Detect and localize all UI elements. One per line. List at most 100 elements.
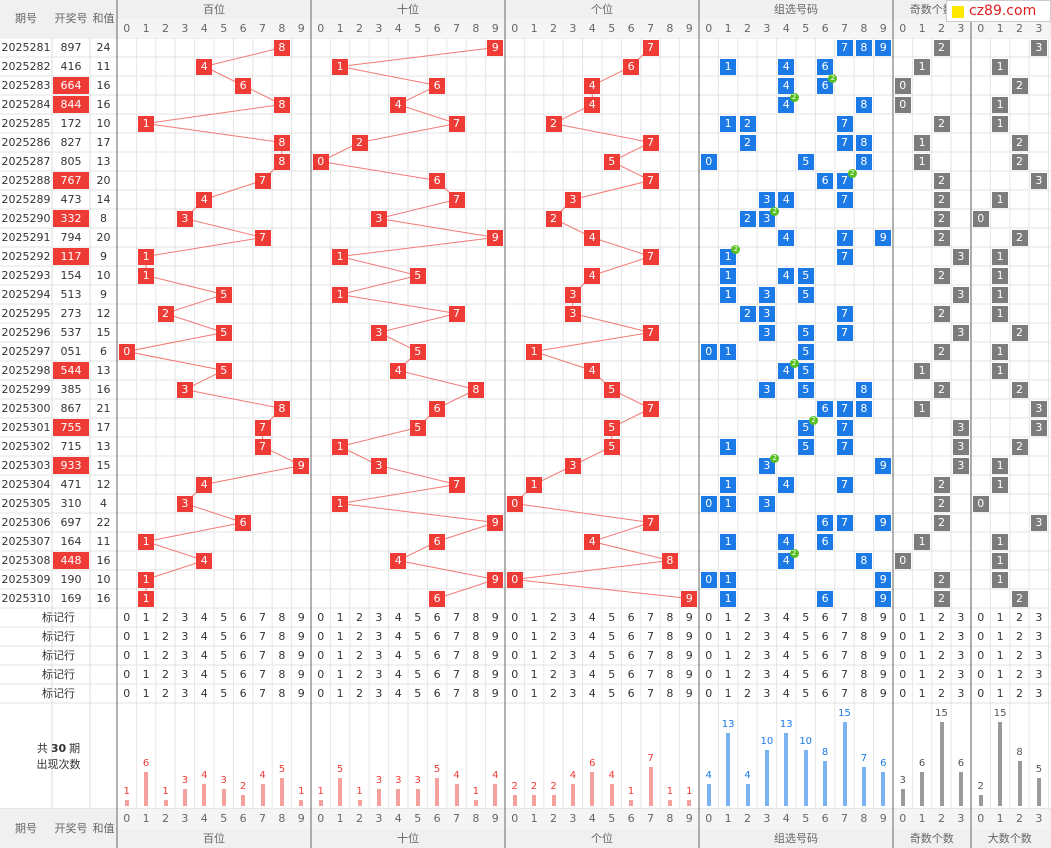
- mark-cell[interactable]: 4: [588, 630, 596, 643]
- mark-cell[interactable]: 3: [181, 668, 189, 681]
- mark-cell[interactable]: 4: [200, 687, 208, 700]
- mark-cell[interactable]: 6: [239, 630, 247, 643]
- mark-cell[interactable]: 6: [239, 611, 247, 624]
- mark-cell[interactable]: 8: [472, 668, 480, 681]
- mark-cell[interactable]: 3: [181, 630, 189, 643]
- mark-cell[interactable]: 8: [666, 611, 674, 624]
- mark-cell[interactable]: 5: [414, 687, 422, 700]
- mark-cell[interactable]: 1: [336, 611, 344, 624]
- mark-row-label[interactable]: 标记行: [42, 649, 75, 662]
- mark-cell[interactable]: 4: [394, 649, 402, 662]
- mark-cell[interactable]: 1: [530, 649, 538, 662]
- mark-cell[interactable]: 1: [142, 630, 150, 643]
- mark-cell[interactable]: 9: [297, 649, 305, 662]
- mark-cell[interactable]: 2: [549, 668, 557, 681]
- mark-cell[interactable]: 4: [200, 668, 208, 681]
- mark-cell[interactable]: 0: [511, 649, 519, 662]
- mark-cell[interactable]: 1: [336, 668, 344, 681]
- mark-cell[interactable]: 8: [666, 668, 674, 681]
- mark-cell[interactable]: 8: [278, 630, 286, 643]
- mark-cell[interactable]: 1: [724, 611, 732, 624]
- mark-cell[interactable]: 2: [355, 687, 363, 700]
- mark-cell[interactable]: 1: [918, 649, 926, 662]
- mark-cell[interactable]: 5: [802, 668, 810, 681]
- mark-row-label[interactable]: 标记行: [42, 668, 75, 681]
- mark-cell[interactable]: 1: [724, 649, 732, 662]
- mark-cell[interactable]: 8: [472, 687, 480, 700]
- mark-cell[interactable]: 5: [608, 668, 616, 681]
- mark-cell[interactable]: 5: [608, 649, 616, 662]
- mark-cell[interactable]: 4: [200, 611, 208, 624]
- mark-cell[interactable]: 5: [220, 649, 228, 662]
- mark-cell[interactable]: 5: [802, 611, 810, 624]
- mark-cell[interactable]: 6: [433, 649, 441, 662]
- mark-cell[interactable]: 2: [161, 687, 169, 700]
- mark-cell[interactable]: 8: [860, 687, 868, 700]
- mark-cell[interactable]: 3: [1035, 649, 1043, 662]
- mark-cell[interactable]: 0: [317, 630, 325, 643]
- mark-cell[interactable]: 0: [511, 687, 519, 700]
- mark-cell[interactable]: 4: [394, 687, 402, 700]
- mark-cell[interactable]: 3: [957, 630, 965, 643]
- mark-cell[interactable]: 0: [317, 611, 325, 624]
- mark-cell[interactable]: 0: [899, 668, 907, 681]
- mark-cell[interactable]: 2: [743, 668, 751, 681]
- mark-cell[interactable]: 6: [821, 630, 829, 643]
- mark-cell[interactable]: 4: [200, 649, 208, 662]
- mark-cell[interactable]: 6: [239, 668, 247, 681]
- mark-cell[interactable]: 0: [705, 649, 713, 662]
- mark-cell[interactable]: 9: [879, 611, 887, 624]
- mark-cell[interactable]: 7: [452, 687, 460, 700]
- mark-cell[interactable]: 4: [782, 649, 790, 662]
- mark-cell[interactable]: 7: [452, 611, 460, 624]
- mark-cell[interactable]: 3: [569, 668, 577, 681]
- mark-cell[interactable]: 2: [161, 668, 169, 681]
- mark-cell[interactable]: 1: [996, 611, 1004, 624]
- mark-cell[interactable]: 3: [763, 611, 771, 624]
- mark-cell[interactable]: 3: [375, 668, 383, 681]
- mark-cell[interactable]: 5: [414, 649, 422, 662]
- mark-cell[interactable]: 7: [452, 649, 460, 662]
- mark-cell[interactable]: 3: [1035, 668, 1043, 681]
- mark-cell[interactable]: 2: [743, 649, 751, 662]
- mark-cell[interactable]: 5: [220, 687, 228, 700]
- mark-cell[interactable]: 5: [608, 687, 616, 700]
- mark-cell[interactable]: 0: [977, 611, 985, 624]
- mark-cell[interactable]: 7: [258, 668, 266, 681]
- mark-cell[interactable]: 8: [860, 668, 868, 681]
- mark-cell[interactable]: 2: [549, 611, 557, 624]
- mark-cell[interactable]: 9: [685, 687, 693, 700]
- mark-cell[interactable]: 1: [336, 649, 344, 662]
- mark-cell[interactable]: 5: [608, 611, 616, 624]
- mark-cell[interactable]: 9: [491, 668, 499, 681]
- mark-cell[interactable]: 0: [977, 687, 985, 700]
- mark-cell[interactable]: 5: [414, 668, 422, 681]
- mark-cell[interactable]: 7: [646, 687, 654, 700]
- mark-cell[interactable]: 7: [840, 668, 848, 681]
- mark-cell[interactable]: 9: [297, 630, 305, 643]
- mark-cell[interactable]: 5: [414, 630, 422, 643]
- mark-cell[interactable]: 4: [588, 668, 596, 681]
- mark-cell[interactable]: 0: [899, 630, 907, 643]
- mark-cell[interactable]: 0: [511, 611, 519, 624]
- mark-cell[interactable]: 0: [977, 668, 985, 681]
- mark-cell[interactable]: 3: [181, 649, 189, 662]
- mark-cell[interactable]: 1: [142, 611, 150, 624]
- mark-cell[interactable]: 4: [394, 630, 402, 643]
- mark-cell[interactable]: 4: [200, 630, 208, 643]
- mark-cell[interactable]: 7: [258, 630, 266, 643]
- mark-cell[interactable]: 1: [996, 668, 1004, 681]
- mark-cell[interactable]: 4: [588, 687, 596, 700]
- mark-cell[interactable]: 1: [530, 630, 538, 643]
- mark-cell[interactable]: 0: [511, 630, 519, 643]
- mark-cell[interactable]: 2: [355, 649, 363, 662]
- mark-cell[interactable]: 3: [569, 611, 577, 624]
- mark-cell[interactable]: 1: [142, 649, 150, 662]
- mark-cell[interactable]: 4: [782, 630, 790, 643]
- mark-cell[interactable]: 0: [123, 630, 131, 643]
- mark-cell[interactable]: 5: [414, 611, 422, 624]
- mark-cell[interactable]: 5: [802, 630, 810, 643]
- mark-cell[interactable]: 9: [297, 687, 305, 700]
- mark-cell[interactable]: 1: [142, 668, 150, 681]
- mark-cell[interactable]: 0: [705, 668, 713, 681]
